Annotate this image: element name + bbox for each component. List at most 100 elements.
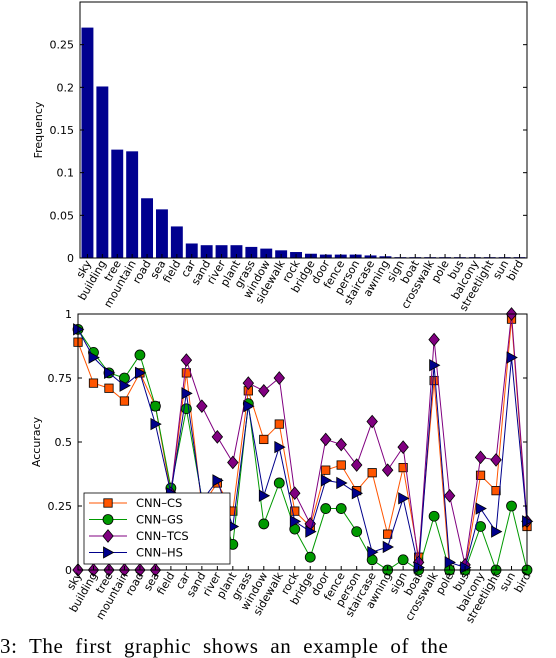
- bar-building: [96, 86, 109, 258]
- point-cnn-gs-person: [351, 526, 363, 537]
- legend-entry-cnn-tcs: CNN–TCS: [89, 529, 189, 543]
- point-cnn-hs-awning: [382, 540, 394, 554]
- point-cnn-cs-mountain: [119, 396, 130, 406]
- frequency-bar-chart: 00.050.10.150.20.25skybuildingtreemounta…: [32, 1, 528, 313]
- point-cnn-cs-staircase: [367, 468, 377, 478]
- point-cnn-gs-car: [180, 403, 192, 415]
- bar-window: [260, 248, 273, 258]
- y-tick-label: 0.75: [48, 372, 73, 385]
- series-cnn-hs: [73, 323, 534, 574]
- point-cnn-tcs-staircase: [366, 414, 378, 429]
- legend-label: CNN–CS: [136, 496, 182, 510]
- y-tick-label: 0.1: [57, 167, 75, 180]
- point-cnn-tcs-door: [320, 432, 332, 447]
- point-cnn-cs-tree: [104, 383, 114, 393]
- y-tick-label: 0.25: [48, 500, 73, 513]
- point-cnn-cs-balcony: [475, 470, 486, 480]
- y-tick-label: 0.2: [57, 81, 75, 94]
- point-cnn-hs-person: [351, 487, 364, 500]
- point-cnn-gs-fence: [335, 503, 347, 514]
- point-cnn-tcs-sidewalk: [273, 371, 285, 385]
- point-cnn-gs-sidewalk: [273, 477, 285, 489]
- figure-caption: 3: The first graphic shows an example of…: [0, 634, 449, 658]
- point-cnn-tcs-grass: [242, 376, 255, 390]
- y-tick-label: 0.05: [50, 209, 75, 222]
- bar-mountain: [126, 151, 139, 258]
- point-cnn-hs-river: [212, 474, 224, 487]
- point-cnn-cs-door: [321, 465, 331, 475]
- point-cnn-hs-tree: [104, 366, 116, 380]
- y-tick-label: 0.25: [50, 39, 75, 52]
- point-cnn-cs-streetlight: [491, 486, 501, 496]
- point-cnn-cs-sidewalk: [274, 419, 284, 429]
- point-cnn-tcs-fence: [335, 437, 347, 452]
- point-cnn-hs-sea: [150, 417, 162, 431]
- point-cnn-tcs-awning: [381, 463, 394, 477]
- legend-marker: [103, 546, 115, 559]
- point-cnn-hs-rock: [289, 515, 302, 528]
- point-cnn-tcs-sand: [196, 399, 208, 413]
- point-cnn-gs-crosswalk: [428, 510, 440, 522]
- point-cnn-hs-building: [88, 351, 100, 364]
- point-cnn-cs-fence: [336, 460, 346, 470]
- bar-plant: [230, 245, 243, 258]
- point-cnn-tcs-streetlight: [490, 453, 502, 467]
- point-cnn-gs-road: [134, 349, 146, 361]
- point-cnn-tcs-person: [350, 458, 363, 472]
- point-cnn-hs-car: [181, 387, 193, 400]
- legend-label: CNN–TCS: [136, 529, 189, 543]
- x-tick-label-bird: bird: [504, 258, 526, 283]
- legend-marker: [102, 514, 114, 525]
- point-cnn-tcs-river: [211, 430, 224, 444]
- point-cnn-gs-door: [320, 503, 332, 514]
- point-cnn-cs-rock: [290, 506, 300, 516]
- bar-road: [141, 198, 154, 258]
- point-cnn-tcs-window: [258, 383, 270, 398]
- point-cnn-hs-grass: [243, 399, 255, 413]
- point-cnn-tcs-rock: [289, 486, 301, 501]
- point-cnn-hs-sign: [398, 492, 410, 505]
- y-tick-label: 0.5: [55, 436, 73, 449]
- point-cnn-hs-bridge: [305, 525, 317, 538]
- bar-sand: [200, 245, 213, 258]
- y-axis-label: Accuracy: [30, 416, 43, 467]
- bar-river: [215, 245, 228, 258]
- point-cnn-tcs-pole: [443, 488, 456, 503]
- accuracy-line-chart: 00.250.50.751skybuildingtreemountainroad…: [30, 307, 534, 625]
- point-cnn-hs-mountain: [119, 379, 131, 392]
- point-cnn-gs-window: [258, 518, 270, 530]
- point-cnn-hs-pole: [444, 556, 456, 569]
- point-cnn-tcs-plant: [227, 455, 239, 470]
- point-cnn-hs-door: [320, 474, 333, 487]
- legend-marker: [103, 498, 113, 508]
- legend: CNN–CS CNN–GS CNN–TCS CNN–HS: [83, 492, 231, 565]
- bar-sea: [155, 209, 168, 258]
- point-cnn-cs-window: [259, 434, 269, 445]
- point-cnn-hs-fence: [336, 476, 348, 490]
- point-cnn-hs-sidewalk: [274, 440, 286, 454]
- point-cnn-cs-sign: [398, 462, 408, 473]
- point-cnn-hs-staircase: [367, 545, 379, 559]
- legend-entry-cnn-gs: CNN–GS: [89, 513, 183, 527]
- plot-area: [80, 2, 527, 258]
- legend-label: CNN–GS: [136, 513, 183, 527]
- point-cnn-hs-crosswalk: [429, 359, 441, 372]
- legend-label: CNN–HS: [136, 546, 183, 560]
- point-cnn-tcs-balcony: [474, 450, 487, 465]
- point-cnn-hs-sun: [506, 351, 518, 364]
- point-cnn-tcs-sign: [397, 440, 409, 454]
- point-cnn-hs-window: [258, 489, 271, 502]
- y-axis-label: Frequency: [32, 101, 45, 158]
- y-tick-label: 0: [65, 564, 72, 577]
- y-tick-label: 0: [67, 252, 74, 265]
- point-cnn-gs-bridge: [304, 551, 316, 563]
- point-cnn-hs-balcony: [475, 502, 487, 515]
- bar-sky: [81, 27, 94, 258]
- legend-entry-cnn-cs: CNN–CS: [89, 496, 182, 510]
- point-cnn-hs-streetlight: [491, 525, 503, 538]
- point-cnn-gs-sign: [397, 554, 409, 566]
- y-tick-label: 1: [65, 308, 72, 321]
- bar-tree: [111, 149, 124, 258]
- legend-marker: [102, 529, 114, 543]
